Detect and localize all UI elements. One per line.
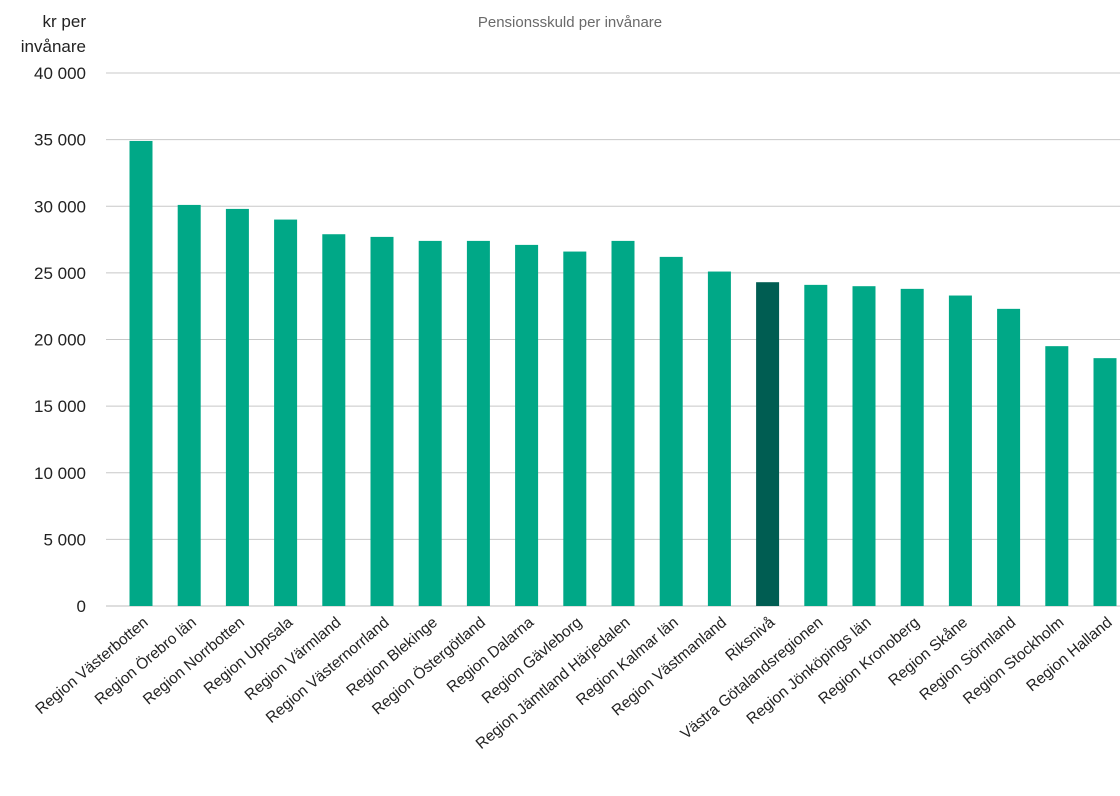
bar — [225, 208, 249, 607]
y-axis-ticks: 0 5 000 10 000 15 000 20 000 25 000 30 000 35 0… — [34, 64, 86, 616]
y-tick-label: 25 000 — [34, 264, 86, 283]
y-axis-label-line-1: kr per — [43, 12, 87, 31]
bar — [1045, 346, 1069, 606]
y-tick-label: 30 000 — [34, 197, 86, 216]
bar — [707, 271, 731, 606]
y-tick-label: 35 000 — [34, 131, 86, 150]
bar — [948, 295, 972, 606]
y-tick-label: 20 000 — [34, 331, 86, 350]
bar — [322, 234, 346, 607]
bar — [515, 244, 539, 606]
y-tick-label: 10 000 — [34, 464, 86, 483]
x-tick-label: Region Halland — [1023, 614, 1115, 695]
bar — [852, 286, 876, 606]
bar — [900, 288, 924, 606]
bar — [129, 140, 153, 606]
y-axis-label-line-2: invånare — [21, 37, 86, 56]
bar — [466, 240, 490, 606]
y-tick-label: 40 000 — [34, 64, 86, 83]
y-tick-label: 0 — [77, 597, 86, 616]
bar — [1093, 358, 1117, 606]
y-tick-label: 5 000 — [43, 530, 86, 549]
bar — [370, 236, 394, 606]
bar — [611, 240, 635, 606]
bar — [997, 308, 1021, 606]
bar — [418, 240, 442, 606]
bar — [659, 256, 683, 606]
y-tick-label: 15 000 — [34, 397, 86, 416]
bar — [177, 204, 201, 607]
bar — [274, 219, 298, 606]
bar — [563, 251, 587, 606]
bar — [804, 284, 828, 606]
chart-title: Pensionsskuld per invånare — [478, 14, 662, 31]
bar — [756, 282, 780, 606]
bars — [129, 140, 1117, 607]
